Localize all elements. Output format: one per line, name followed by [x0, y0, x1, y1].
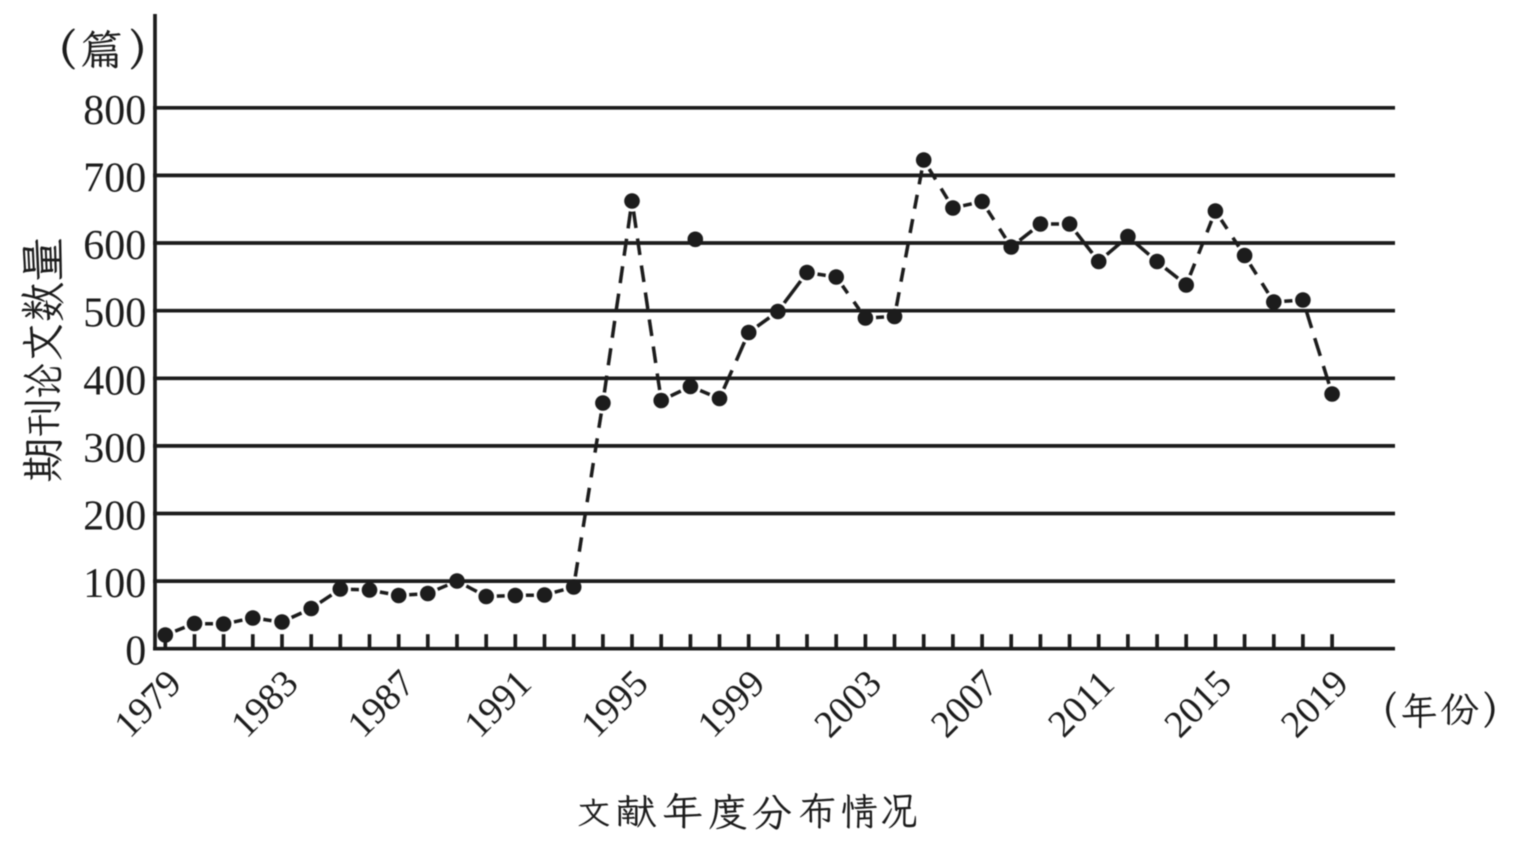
svg-text:100: 100: [83, 561, 146, 607]
svg-text:400: 400: [83, 358, 146, 404]
svg-text:0: 0: [125, 629, 146, 675]
svg-text:200: 200: [83, 494, 146, 540]
svg-text:800: 800: [83, 88, 146, 134]
svg-text:600: 600: [83, 223, 146, 269]
svg-text:300: 300: [83, 426, 146, 472]
svg-text:500: 500: [83, 291, 146, 337]
svg-text:700: 700: [83, 155, 146, 201]
